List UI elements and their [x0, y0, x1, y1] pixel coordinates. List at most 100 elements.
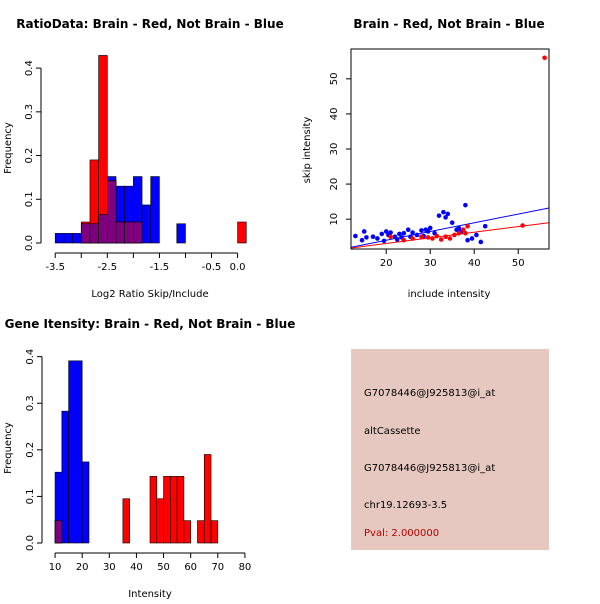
intensity-x-tick-label: 40	[130, 562, 143, 573]
ratio-x-tick-label: -3.5	[45, 262, 65, 273]
ratio-x-tick-label: -0.5	[202, 262, 222, 273]
ratio-overlap-bar	[98, 214, 108, 244]
ratio-blue-bar	[72, 233, 82, 244]
scatter-point-red	[452, 232, 457, 238]
scatter-point-red	[425, 235, 431, 240]
intensity-x-tick-label: 70	[211, 562, 224, 573]
ratio-histogram-x-axis-label: Log2 Ratio Skip/Include	[91, 289, 208, 300]
scatter-point-red	[465, 223, 470, 229]
scatter-point-blue	[405, 227, 411, 233]
ratio-histogram-title: RatioData: Brain - Red, Not Brain - Blue	[16, 17, 283, 31]
scatter-point-red	[443, 234, 448, 240]
scatter-point-blue	[359, 237, 365, 243]
scatter-x-axis-label: include intensity	[408, 289, 491, 300]
intensity-x-tick-label: 10	[49, 562, 62, 573]
scatter-y-tick-label: 10	[329, 213, 340, 226]
scatter-point-blue	[443, 215, 448, 220]
scatter-point-blue	[381, 238, 387, 244]
scatter-y-tick-label: 40	[329, 108, 340, 121]
ratio-histogram-axes: -3.5 -2.5 -1.5 -0.5 0.0 0.1 0.2 0.3 0.4 0.0	[24, 60, 246, 273]
intensity-x-tick-label: 50	[157, 562, 170, 573]
scatter-point-blue	[474, 232, 479, 238]
scatter-axes: 20 30 40 50 10 20 30 40 50	[329, 48, 550, 269]
scatter-point-blue	[425, 229, 431, 234]
scatter-point-red	[520, 223, 525, 228]
ratio-overlap-bar	[115, 221, 126, 244]
scatter-point-blue	[465, 237, 470, 243]
intensity-red-bar	[156, 498, 164, 544]
ratio-histogram-y-axis-label: Frequency	[3, 122, 14, 174]
intensity-red-bar	[183, 520, 191, 544]
ratio-histogram: RatioData: Brain - Red, Not Brain - Blue…	[3, 17, 284, 300]
intensity-red-bar	[170, 476, 178, 544]
scatter-point-blue	[427, 225, 433, 231]
scatter-point-blue	[361, 229, 367, 234]
ratio-blue-bar	[141, 204, 152, 244]
ratio-x-tick-label: -1.5	[150, 262, 170, 273]
scatter-y-tick-label: 50	[329, 72, 340, 85]
ratio-y-tick-label: 0.2	[24, 148, 35, 164]
scatter-point-red	[419, 234, 424, 240]
scatter-point-blue	[436, 213, 442, 218]
ratio-red-bar	[237, 221, 247, 244]
intensity-red-bar	[163, 476, 171, 544]
intensity-red-bar	[149, 476, 158, 544]
scatter-x-tick-label: 40	[468, 258, 481, 269]
scatter-point-red	[447, 236, 453, 241]
scatter-point-blue	[379, 231, 385, 237]
intensity-red-bar	[210, 520, 219, 544]
scatter-x-tick-label: 30	[424, 258, 437, 269]
ratio-y-tick-label: 0.3	[24, 104, 35, 120]
scatter-point-blue	[397, 231, 402, 237]
scatter-point-blue	[482, 223, 488, 229]
ratio-y-tick-label: 0.0	[24, 235, 35, 251]
intensity-overlap-bar	[54, 520, 63, 544]
intensity-histogram-y-axis-label: Frequency	[3, 422, 14, 474]
scatter-point-red	[434, 233, 440, 239]
intensity-histogram-axes: 10 20 30 40 50 60 70 80 0.0 0.1 0.2 0.3 0.4	[25, 349, 251, 573]
intensity-histogram: Gene Itensity: Brain - Red, Not Brain - …	[3, 317, 295, 600]
ratio-x-tick-label: 0.0	[230, 262, 246, 273]
intensity-histogram-bars	[54, 360, 219, 544]
scatter-marks	[351, 55, 549, 249]
scatter-point-blue	[441, 209, 446, 215]
ratio-overlap-bar	[89, 223, 99, 244]
scatter-point-red	[401, 237, 407, 243]
ratio-overlap-bar	[107, 180, 117, 244]
scatter-point-blue	[449, 220, 455, 225]
intensity-scatter: Brain - Red, Not Brain - Blue include in…	[302, 17, 550, 300]
scatter-y-axis-label: skip intensity	[302, 117, 313, 184]
ratio-overlap-bar	[133, 221, 143, 244]
scatter-point-blue	[383, 229, 389, 234]
scatter-point-blue	[410, 230, 415, 235]
info-event-type: altCassette	[364, 426, 421, 437]
intensity-y-tick-label: 0.3	[25, 395, 36, 411]
ratio-blue-bar	[150, 176, 160, 244]
intensity-y-tick-label: 0.2	[25, 442, 36, 458]
ratio-blue-bar	[63, 233, 73, 244]
scatter-point-blue	[456, 225, 462, 231]
info-probe-id-repeat: G7078446@J925813@i_at	[364, 463, 495, 474]
scatter-point-red	[430, 236, 435, 241]
info-panel: G7078446@J925813@i_at altCassette G70784…	[351, 349, 549, 550]
intensity-red-bar	[197, 520, 205, 544]
intensity-histogram-title: Gene Itensity: Brain - Red, Not Brain - …	[5, 317, 296, 331]
ratio-histogram-bars	[54, 55, 247, 244]
scatter-point-blue	[401, 230, 407, 236]
scatter-point-blue	[375, 236, 380, 241]
info-location: chr19.12693-3.5	[364, 500, 447, 511]
scatter-point-blue	[414, 232, 420, 238]
intensity-blue-bar	[81, 461, 90, 544]
ratio-blue-bar	[176, 223, 186, 244]
scatter-point-red	[410, 236, 415, 241]
scatter-point-blue	[469, 236, 475, 241]
intensity-red-bar	[176, 476, 185, 544]
scatter-point-red	[460, 227, 466, 233]
scatter-point-blue	[370, 234, 376, 240]
scatter-point-red	[388, 234, 393, 240]
scatter-plot-area	[351, 55, 549, 249]
scatter-x-tick-label: 20	[380, 258, 393, 269]
intensity-y-tick-label: 0.1	[25, 488, 36, 504]
